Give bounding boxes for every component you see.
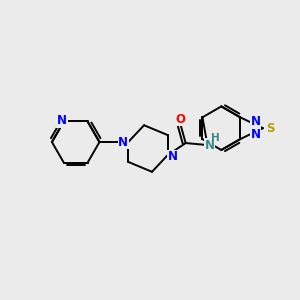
Text: N: N [118,136,128,148]
Text: N: N [250,128,260,141]
Text: O: O [176,113,186,126]
Text: N: N [168,150,178,164]
Text: N: N [250,115,260,128]
Text: H: H [211,133,220,143]
Text: N: N [204,139,214,152]
Text: S: S [266,122,274,135]
Text: N: N [57,114,67,127]
